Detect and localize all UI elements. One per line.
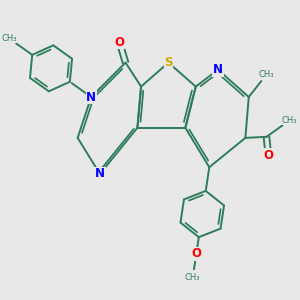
Text: O: O xyxy=(115,36,124,49)
Text: O: O xyxy=(191,248,201,260)
Text: S: S xyxy=(164,56,173,69)
Text: N: N xyxy=(95,167,105,181)
Text: CH₃: CH₃ xyxy=(259,70,274,79)
Text: N: N xyxy=(86,91,96,103)
Text: CH₃: CH₃ xyxy=(2,34,17,43)
Text: O: O xyxy=(263,148,273,162)
Text: N: N xyxy=(213,63,223,76)
Text: CH₃: CH₃ xyxy=(282,116,297,125)
Text: CH₃: CH₃ xyxy=(185,273,200,282)
